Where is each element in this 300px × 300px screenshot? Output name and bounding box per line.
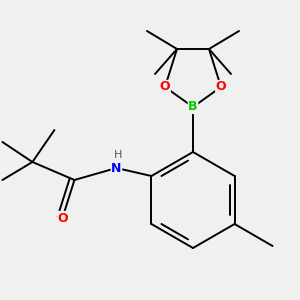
- Text: O: O: [57, 212, 68, 224]
- Text: H: H: [114, 150, 123, 160]
- Text: N: N: [111, 161, 122, 175]
- Text: O: O: [160, 80, 170, 94]
- Text: B: B: [188, 100, 198, 113]
- Text: O: O: [216, 80, 226, 94]
